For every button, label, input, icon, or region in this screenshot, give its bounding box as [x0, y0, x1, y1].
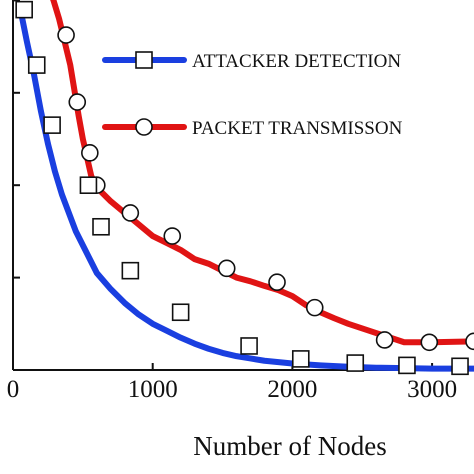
series-line-2 [50, 0, 474, 346]
x-tick-label: 2000 [267, 376, 317, 403]
data-point-square [92, 217, 110, 236]
x-axis-title: Number of Nodes [193, 431, 386, 461]
data-point-circle [268, 273, 286, 292]
x-tick-label: 1000 [128, 376, 178, 403]
data-point-circle [420, 333, 439, 352]
data-point-square [451, 357, 469, 376]
data-point-square [240, 337, 258, 355]
data-point-square [27, 56, 46, 74]
data-point-circle [163, 227, 182, 245]
x-tick-labels: 0 1000 2000 3000 [7, 376, 457, 403]
data-point-square [43, 116, 61, 134]
legend-marker-square [135, 51, 153, 69]
x-tick-label: 3000 [407, 376, 457, 403]
data-point-square [398, 356, 416, 375]
data-point-circle [375, 331, 394, 349]
series-lines [18, 0, 474, 372]
data-point-circle [217, 259, 236, 278]
data-point-circle [57, 26, 75, 44]
data-point-square [171, 303, 190, 322]
data-point-square [121, 261, 140, 280]
legend-label-1: ATTACKER DETECTION [192, 51, 401, 72]
legend-marker-circle [135, 118, 153, 136]
series-markers [15, 0, 474, 376]
data-point-square [15, 0, 33, 19]
x-tick-label: 0 [7, 376, 20, 403]
data-point-circle [121, 204, 140, 222]
legend-label-2: PACKET TRANSMISSON [192, 118, 403, 139]
data-point-circle [81, 144, 99, 162]
data-point-circle [465, 332, 474, 351]
data-point-square [346, 354, 365, 372]
legend: ATTACKER DETECTION PACKET TRANSMISSON [102, 51, 403, 139]
data-point-square [291, 350, 310, 368]
data-point-circle [68, 93, 87, 111]
series-line-1 [18, 11, 474, 372]
data-point-circle [305, 298, 324, 317]
data-point-square [79, 176, 98, 194]
